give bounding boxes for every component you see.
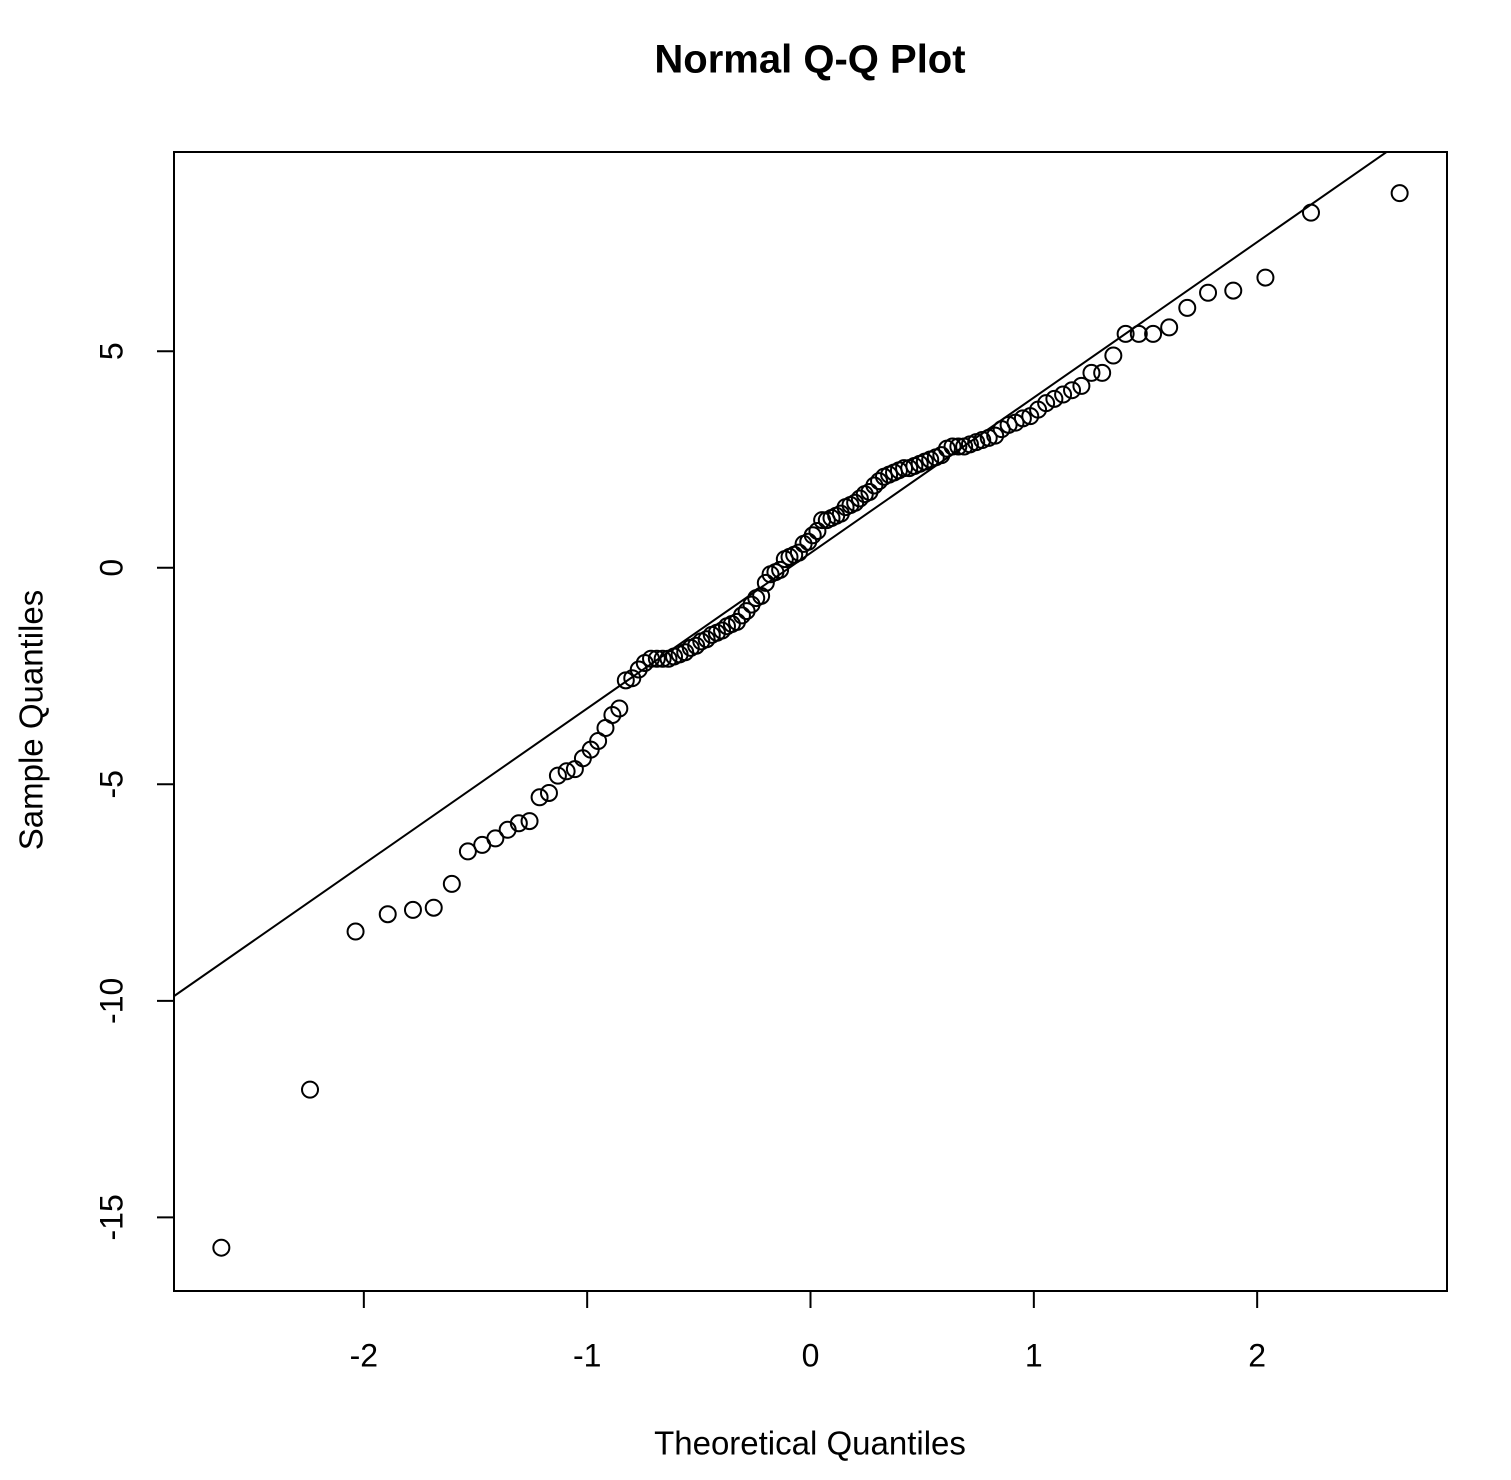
point [610,699,629,718]
point [378,905,397,924]
x-axis-label: Theoretical Quantiles [654,1425,966,1462]
y-tick-label: -15 [93,1194,129,1240]
point [1178,298,1197,317]
x-tick-label: 2 [1248,1337,1266,1373]
x-tick-label: 1 [1025,1337,1043,1373]
point [1072,376,1091,395]
point [752,586,771,605]
point [539,783,558,802]
point [1224,281,1243,300]
point [642,649,661,668]
point [1104,346,1123,365]
point [850,489,869,508]
point [949,437,968,456]
y-axis-label: Sample Quantiles [13,590,50,850]
point [846,493,865,512]
point [1063,381,1082,400]
point [486,829,505,848]
point [1082,363,1101,382]
point [687,636,706,655]
point [789,543,808,562]
point [999,415,1018,434]
point [1045,389,1064,408]
point [732,606,751,625]
point [1390,184,1409,203]
point [756,573,775,592]
reference-line [174,152,1389,997]
point [520,812,539,831]
point [442,874,461,893]
point [803,526,822,545]
point [1093,363,1112,382]
point [1013,409,1032,428]
point [424,898,443,917]
y-tick-label: 0 [93,559,129,577]
chart-title: Normal Q-Q Plot [654,38,965,82]
point [530,788,549,807]
point [212,1238,231,1257]
y-tick-label: 5 [93,342,129,360]
y-tick-label: -5 [93,770,129,798]
plot-frame [173,151,1448,1292]
point [346,922,365,941]
point [1037,394,1056,413]
point [771,560,790,579]
point [548,766,567,785]
point [697,630,716,649]
point [1116,324,1135,343]
x-tick-label: -1 [573,1337,601,1373]
point [870,472,889,491]
point [653,649,672,668]
point [557,762,576,781]
point [1256,268,1275,287]
x-tick-label: 0 [802,1337,820,1373]
point [808,521,827,540]
point [986,426,1005,445]
point [647,649,666,668]
point [932,446,951,465]
point [603,706,622,725]
point [1199,283,1218,302]
point [1129,324,1148,343]
point [509,814,528,833]
point [1301,203,1320,222]
point [458,842,477,861]
point [301,1080,320,1099]
point [1054,385,1073,404]
point [403,900,422,919]
point [1160,318,1179,337]
point [713,621,732,640]
x-tick-label: -2 [350,1337,378,1373]
y-tick-label: -10 [93,978,129,1024]
point [1144,324,1163,343]
point [943,437,962,456]
point [629,660,648,679]
